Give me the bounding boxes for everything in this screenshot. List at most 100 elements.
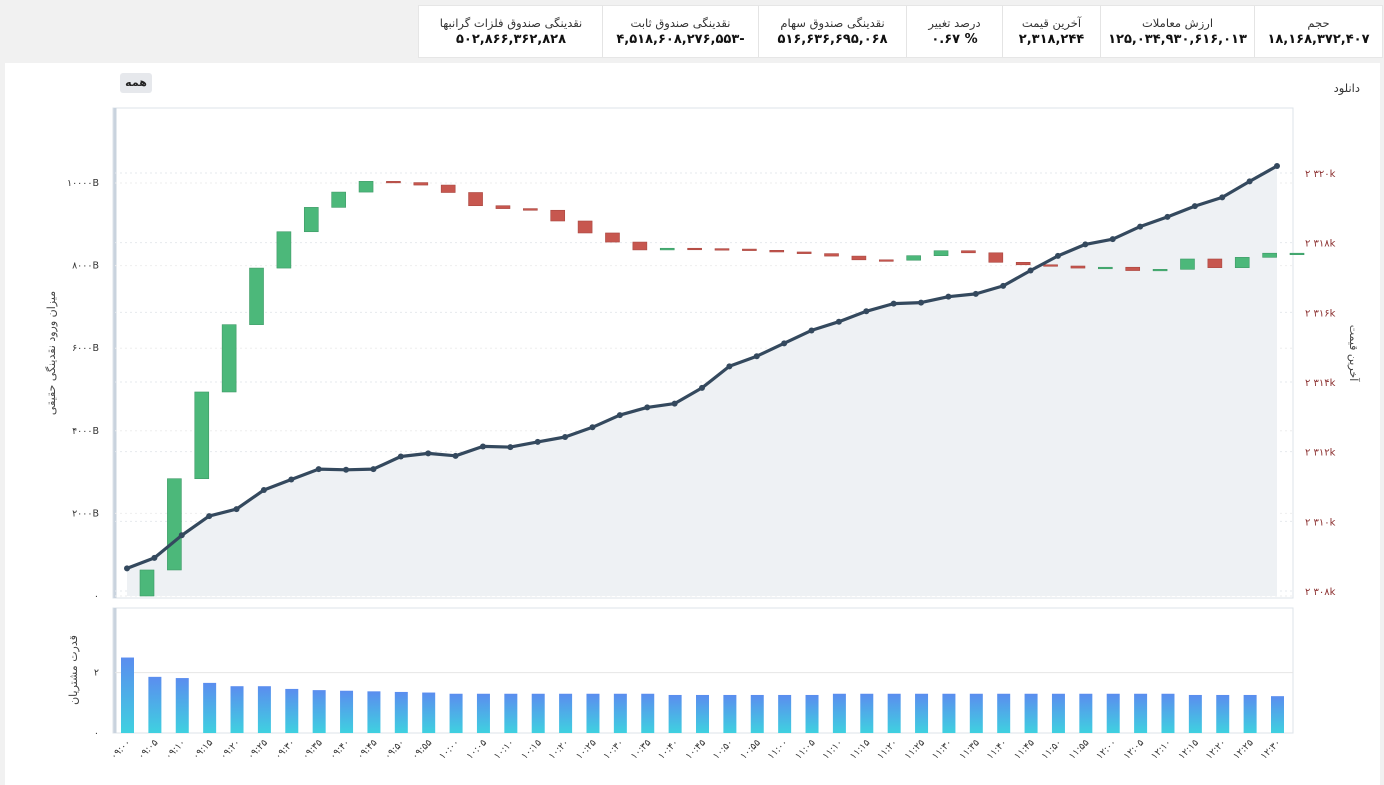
buyer-power-bar — [121, 657, 134, 733]
stat-label: درصد تغییر — [928, 15, 981, 30]
inflow-candle — [194, 391, 210, 480]
buyer-power-bar — [476, 693, 490, 733]
inflow-candle — [988, 252, 1004, 263]
left-tick-label: ۱۰۰۰۰B — [67, 178, 99, 189]
inflow-candle — [632, 241, 648, 251]
stat-label: نقدینگی صندوق سهام — [780, 15, 885, 30]
x-tick-label: ۰۹:۵۰ — [382, 737, 406, 761]
inflow-candle — [167, 478, 182, 571]
price-point — [1082, 241, 1089, 248]
inflow-candle — [769, 250, 785, 253]
x-tick-label: ۱۲:۰۵ — [1122, 737, 1146, 761]
x-tick-label: ۱۲:۲۵ — [1231, 737, 1255, 761]
x-tick-label: ۱۰:۲۵ — [574, 737, 598, 761]
buyer-power-bar — [613, 693, 627, 733]
x-tick-label: ۱۱:۵۰ — [1040, 737, 1064, 761]
stat-value: % ۰.۶۷ — [931, 31, 978, 47]
x-tick-label: ۱۱:۴۵ — [1012, 737, 1036, 761]
price-point — [151, 554, 158, 561]
stat-value: -۴,۵۱۸,۶۰۸,۲۷۶,۵۵۳ — [616, 31, 745, 47]
inflow-candle — [495, 205, 511, 209]
right-tick-label: ۲ ۳۲۰k — [1305, 169, 1336, 180]
inflow-candle — [1262, 252, 1277, 258]
x-tick-label: ۱۰:۳۰ — [601, 737, 625, 761]
sub-axis-title: قدرت مشتریان — [67, 635, 80, 705]
download-button[interactable]: دانلود — [1333, 81, 1360, 95]
price-point — [589, 424, 596, 431]
price-point — [1219, 194, 1226, 201]
x-tick-label: ۰۹:۴۵ — [355, 737, 379, 761]
left-tick-label: ۴۰۰۰B — [72, 426, 99, 437]
price-point — [370, 466, 377, 473]
left-axis-title: میزان ورود نقدینگی حقیقی — [45, 291, 58, 415]
buyer-power-bar — [778, 694, 792, 733]
inflow-candles — [139, 181, 1305, 597]
inflow-candle — [413, 182, 429, 186]
buyer-power-bar — [805, 694, 819, 733]
buyer-power-bar — [504, 693, 518, 733]
left-tick-label: ۸۰۰۰B — [72, 261, 99, 272]
right-tick-label: ۲ ۳۱۸k — [1305, 239, 1336, 250]
price-point — [425, 450, 432, 457]
x-tick-label: ۱۰:۴۰ — [656, 737, 680, 761]
x-tick-label: ۰۹:۲۰ — [218, 737, 242, 761]
price-point — [1137, 223, 1144, 230]
price-point — [972, 290, 979, 297]
stat-5: نقدینگی صندوق ثابت -۴,۵۱۸,۶۰۸,۲۷۶,۵۵۳ — [602, 6, 758, 57]
x-tick-label: ۰۹:۳۵ — [300, 737, 324, 761]
price-point — [781, 340, 788, 347]
right-tick-label: ۲ ۳۰۸k — [1305, 587, 1336, 598]
stat-label: نقدینگی صندوق فلزات گرانبها — [439, 15, 583, 30]
inflow-candle — [851, 255, 867, 261]
buyer-power-bar — [1271, 696, 1284, 733]
right-tick-label: ۲ ۳۱۲k — [1305, 448, 1336, 459]
x-tick-label: ۱۰:۵۰ — [711, 737, 735, 761]
buyer-power-bar — [997, 693, 1011, 733]
right-axis-title: آخرین قیمت — [1347, 325, 1361, 383]
buyer-power-bar — [1161, 693, 1175, 733]
inflow-candle — [1289, 252, 1305, 256]
x-tick-label: ۰۹:۱۰ — [163, 737, 187, 761]
inflow-candle — [1098, 266, 1113, 270]
inflow-candle — [1234, 257, 1250, 268]
left-tick-label: ۲۰۰۰B — [72, 508, 99, 519]
stat-label: آخرین قیمت — [1021, 15, 1082, 30]
stat-4: نقدینگی صندوق سهام ۵۱۶,۶۳۶,۶۹۵,۰۶۸ — [758, 6, 906, 57]
inflow-candle — [605, 232, 620, 243]
market-chart: ۰ ۲۰۰۰B ۴۰۰۰B ۶۰۰۰B ۸۰۰۰B ۱۰۰۰۰B ۲ ۳۰۸k ۲ ۳۱۰k ۲… — [45, 107, 1361, 762]
x-tick-label: ۰۹:۳۰ — [273, 737, 297, 761]
price-point — [863, 308, 870, 315]
inflow-candle — [1152, 269, 1168, 272]
inflow-candle — [742, 248, 757, 251]
buyer-power-bar — [887, 693, 901, 733]
buyer-power-bar — [586, 693, 600, 733]
x-tick-label: ۰۹:۱۵ — [191, 737, 215, 761]
price-point — [1191, 203, 1198, 210]
x-tick-label: ۱۰:۲۰ — [547, 737, 571, 761]
inflow-candle — [139, 569, 155, 597]
price-point — [479, 443, 486, 450]
right-tick-label: ۲ ۳۱۶k — [1305, 308, 1336, 319]
x-tick-label: ۱۱:۲۵ — [903, 737, 927, 761]
buyer-power-bar — [641, 693, 655, 733]
x-tick-label: ۱۱:۳۰ — [930, 737, 954, 761]
chart-panel: دانلود همه ۰ ۲۰۰۰B ۴۰۰۰B ۶۰۰۰B ۸۰۰۰B ۱۰۰۰۰B ۲ … — [5, 63, 1380, 785]
x-tick-label: ۱۰:۵۵ — [738, 737, 762, 761]
buyer-power-bar — [422, 692, 436, 733]
price-line — [124, 163, 1280, 572]
buyer-power-bar — [668, 694, 682, 733]
range-all-button[interactable]: همه — [120, 73, 152, 93]
inflow-candle — [249, 267, 264, 325]
x-tick-label: ۱۰:۰۵ — [465, 737, 489, 761]
buyer-power-bar — [1106, 693, 1120, 733]
price-point — [343, 466, 350, 473]
left-tick-label: ۶۰۰۰B — [72, 343, 99, 354]
inflow-candle — [440, 184, 456, 193]
inflow-candle — [221, 324, 237, 393]
inflow-candle — [468, 192, 483, 207]
price-point — [699, 384, 705, 391]
buyer-power-bar — [860, 693, 874, 733]
buyer-power-bar — [723, 694, 737, 733]
stat-3: درصد تغییر% ۰.۶۷ — [906, 6, 1002, 57]
stat-value: ۵۰۲,۸۶۶,۳۶۲,۸۲۸ — [455, 31, 567, 47]
